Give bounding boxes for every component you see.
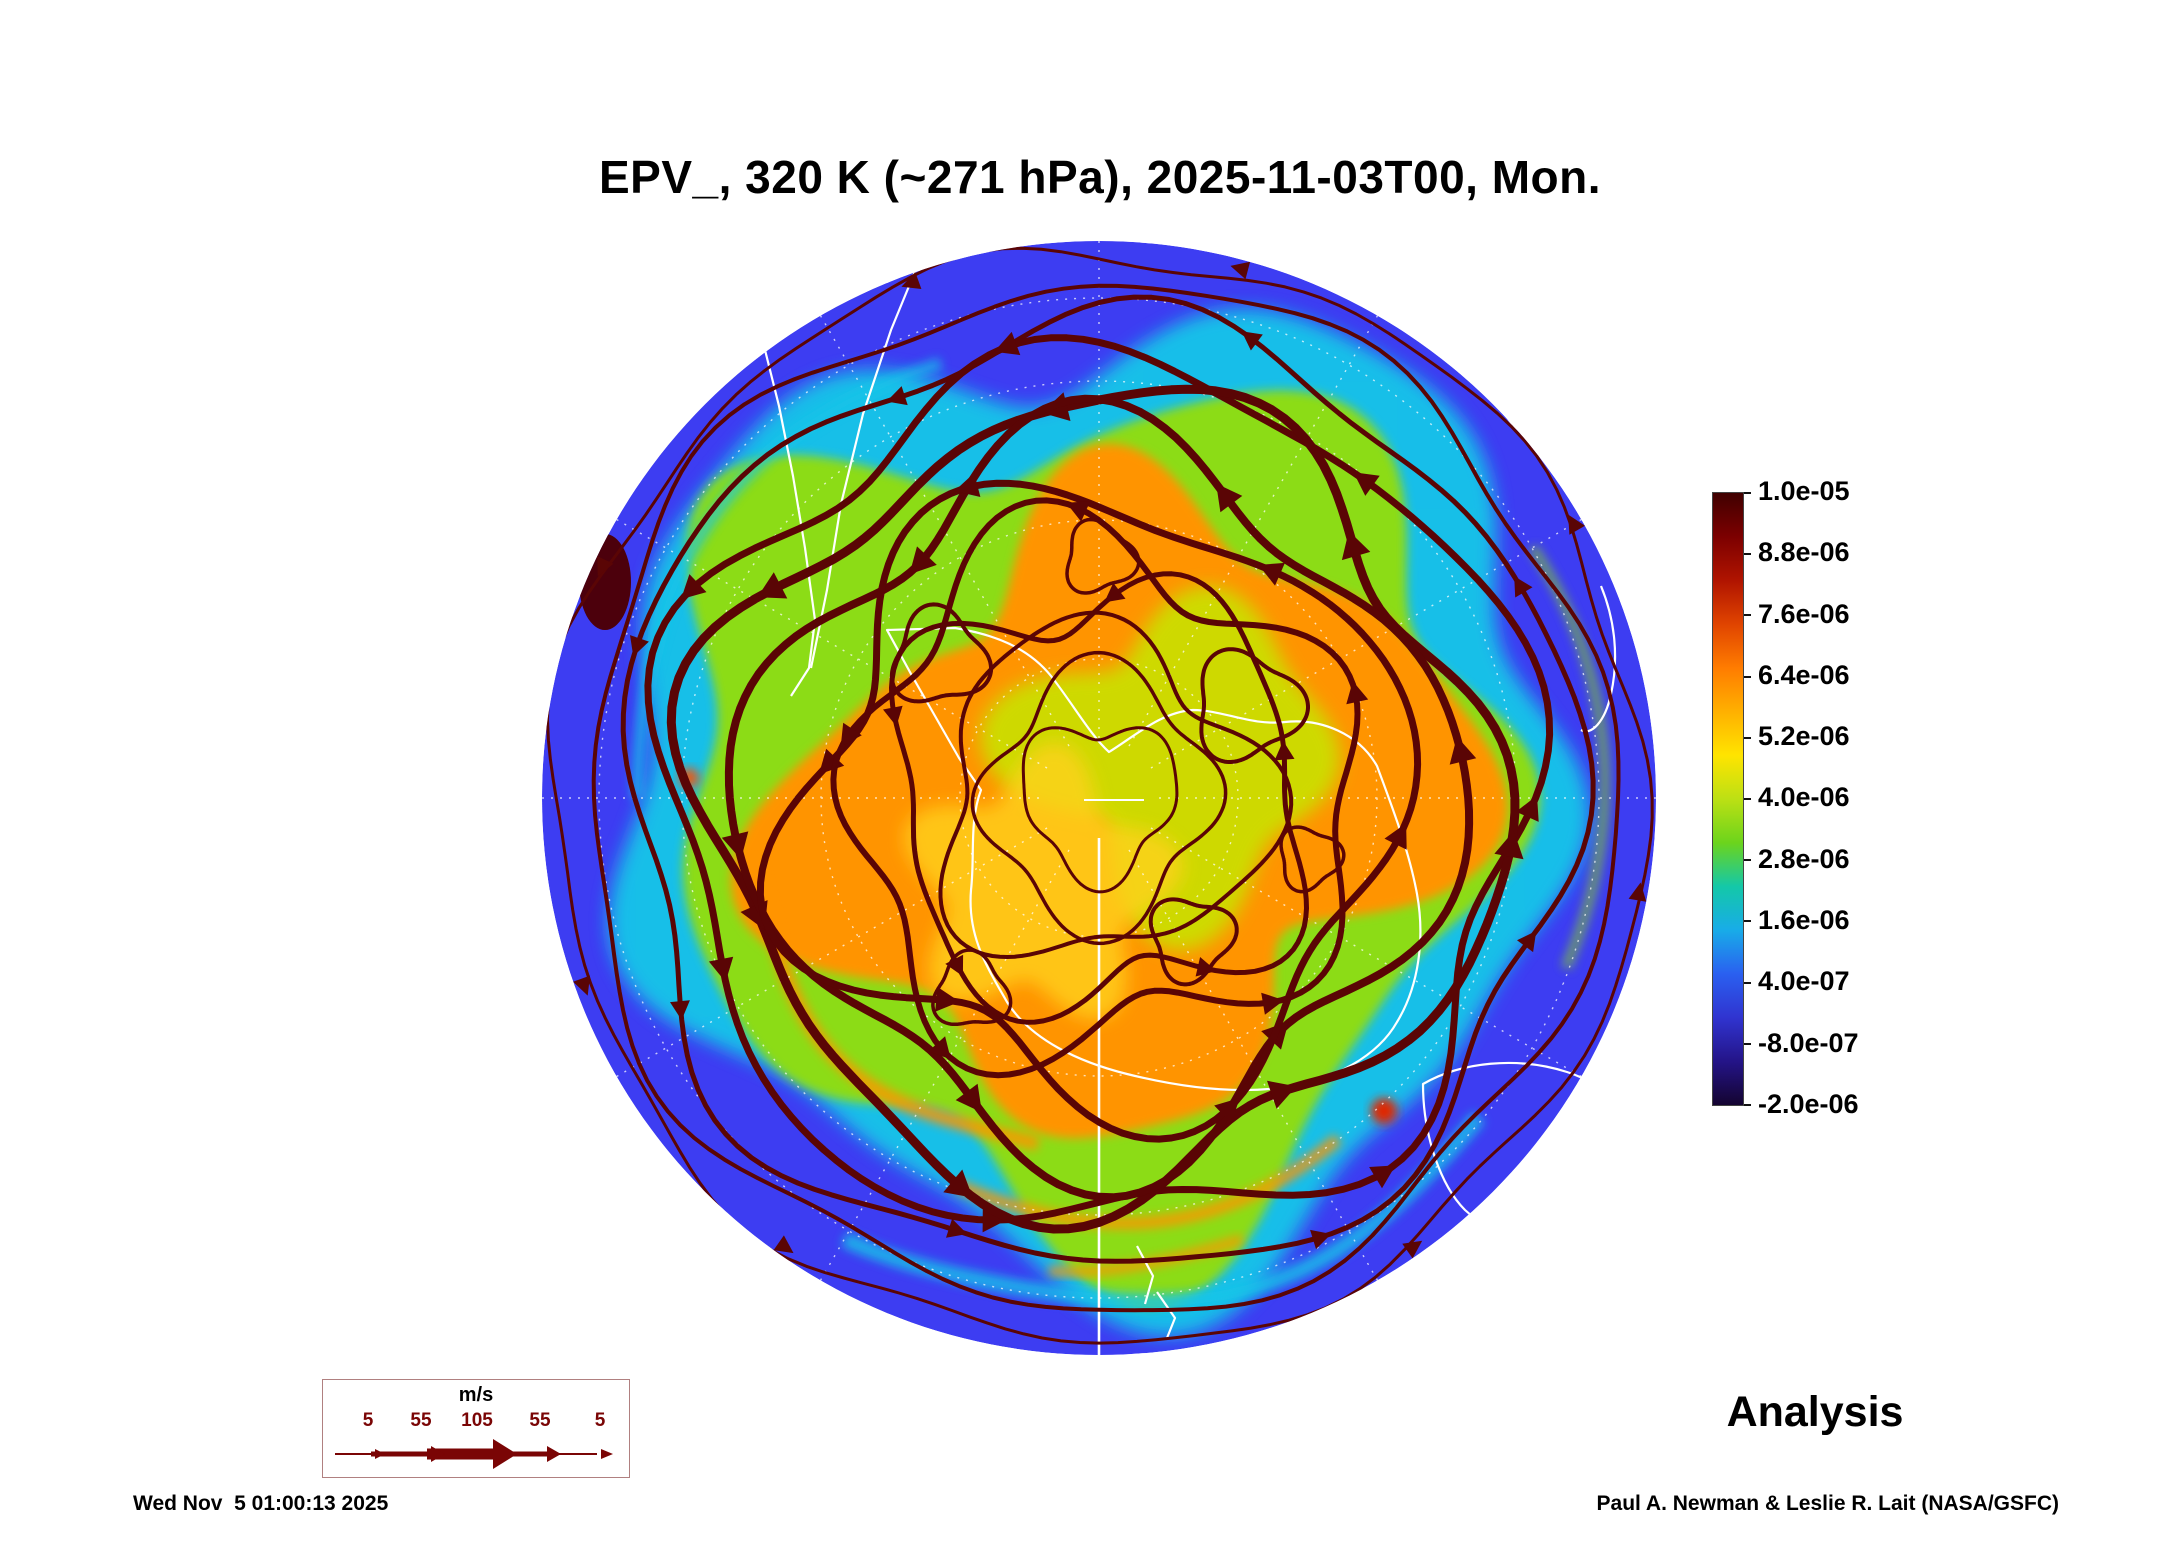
wind-unit-label: m/s [458,1384,494,1406]
colorbar-label: 1.0e-05 [1758,476,1850,506]
wind-scale-arrow-icon [335,1439,613,1469]
colorbar-labels: 1.0e-05 8.8e-06 7.6e-06 6.4e-06 5.2e-06 … [1758,478,1918,1118]
colorbar-label: 8.8e-06 [1758,537,1850,568]
credit-line: Paul A. Newman & Leslie R. Lait (NASA/GS… [1596,1492,2059,1515]
colorbar-label: 5.2e-06 [1758,721,1850,752]
colorbar-label: -2.0e-06 [1758,1088,1859,1119]
plot-title: EPV_, 320 K (~271 hPa), 2025-11-03T00, M… [598,151,1602,203]
wind-tick: 55 [410,1410,432,1431]
colorbar-label: 4.0e-07 [1758,966,1850,997]
colorbar-gradient [1712,492,1744,1106]
colorbar: 1.0e-05 8.8e-06 7.6e-06 6.4e-06 5.2e-06 … [1712,478,1922,1132]
wind-speed-legend: m/s 5 55 105 55 5 [322,1379,630,1478]
wind-tick: 5 [362,1410,374,1431]
wind-tick: 55 [529,1410,551,1431]
wind-streamlines [546,246,1654,1345]
colorbar-ticks [1744,492,1752,1106]
polar-map-svg [542,241,1656,1355]
colorbar-label: 7.6e-06 [1758,598,1850,629]
colorbar-label: 2.8e-06 [1758,843,1850,874]
wind-tick: 105 [461,1410,493,1431]
generation-timestamp: Wed Nov 5 01:00:13 2025 [133,1492,389,1515]
colorbar-label: 6.4e-06 [1758,659,1850,690]
wind-tick: 5 [594,1410,606,1431]
colorbar-label: 4.0e-06 [1758,782,1850,813]
epv-field [542,241,1656,1355]
colorbar-label: 1.6e-06 [1758,905,1850,936]
colorbar-label: -8.0e-07 [1758,1027,1859,1058]
prime-meridian-line [1084,799,1144,1355]
analysis-label: Analysis [1726,1388,1904,1436]
polar-map [539,238,1659,1358]
